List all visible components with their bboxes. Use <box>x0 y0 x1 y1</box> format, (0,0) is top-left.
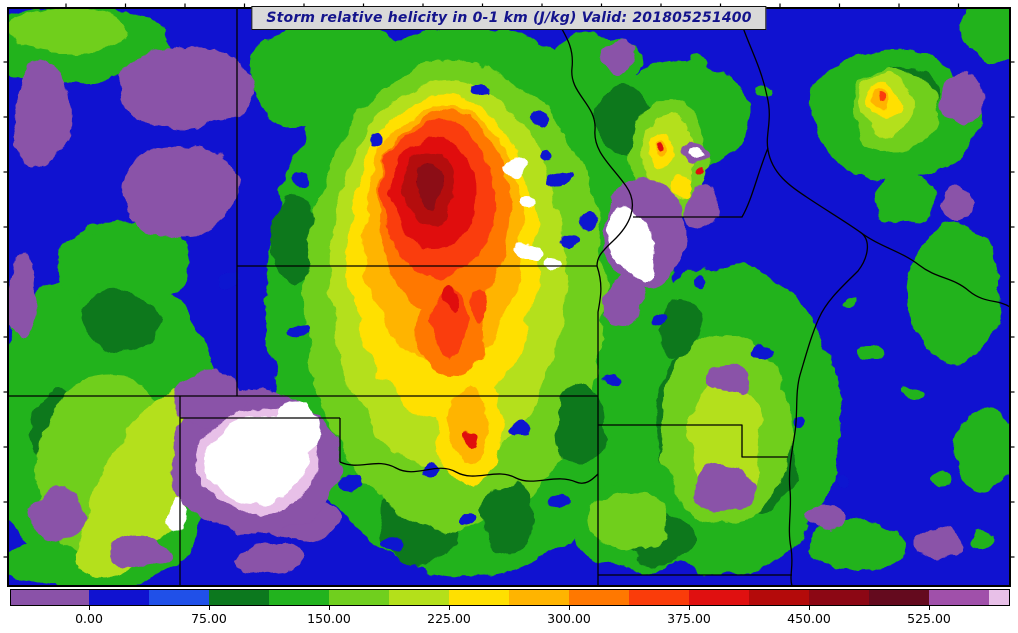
border-ohio-river <box>859 231 1010 308</box>
offscale-white-areas <box>165 144 703 531</box>
colorbar-segment <box>389 590 449 605</box>
border-mississippi-river <box>736 8 868 586</box>
border-red-river <box>339 461 599 484</box>
field-speckles <box>81 53 997 553</box>
colorbar-segment <box>749 590 809 605</box>
colorbar-segment <box>89 590 149 605</box>
colorbar-segment <box>269 590 329 605</box>
colorbar-segment <box>11 590 89 605</box>
colorbar-segment <box>329 590 389 605</box>
colorbar-segment <box>809 590 869 605</box>
map-field <box>8 8 1010 586</box>
colorbar-segment <box>869 590 929 605</box>
border-ia-mo <box>633 147 769 218</box>
colorbar-segment <box>449 590 509 605</box>
colorbar <box>10 589 1010 606</box>
colorbar-segment <box>149 590 209 605</box>
colorbar-segment <box>509 590 569 605</box>
border-missouri-river <box>550 8 634 396</box>
red-core-areas <box>382 96 888 446</box>
state-boundaries <box>8 8 1010 586</box>
colorbar-segment <box>629 590 689 605</box>
border-ok-panhandle <box>179 396 340 586</box>
frame-ticks <box>3 3 1015 558</box>
colorbar-segment <box>689 590 749 605</box>
border-mo-ar <box>598 424 788 458</box>
colorbar-segment <box>929 590 989 605</box>
colorbar-segment <box>209 590 269 605</box>
colorbar-segment <box>569 590 629 605</box>
colorbar-segment <box>989 590 1009 605</box>
map-title: Storm relative helicity in 0-1 km (J/kg)… <box>251 6 767 30</box>
